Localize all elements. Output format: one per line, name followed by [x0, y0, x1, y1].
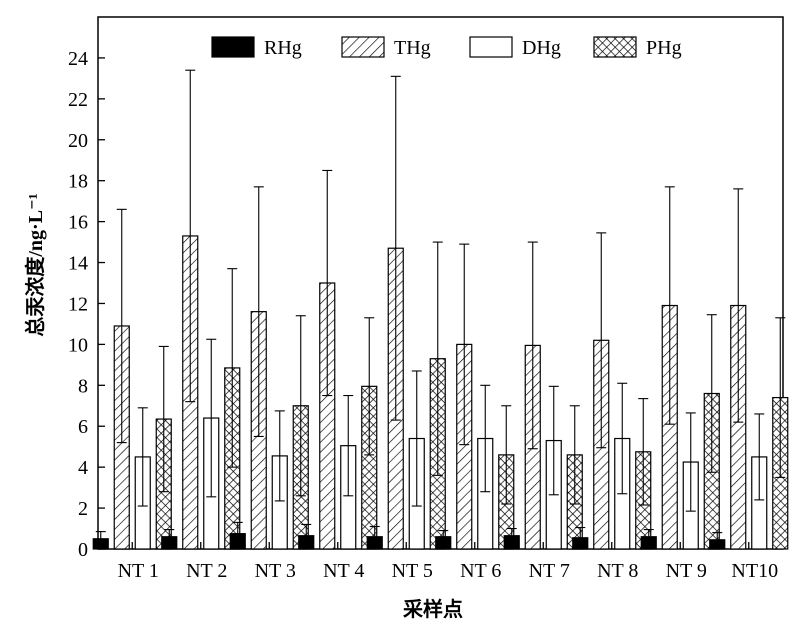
x-tick-label: NT 2 — [186, 560, 227, 582]
y-tick-label: 20 — [68, 130, 88, 152]
y-axis-title: 总汞浓度/ng·L⁻¹ — [23, 193, 47, 336]
x-tick-label: NT 4 — [323, 560, 364, 582]
y-tick-label: 2 — [78, 498, 88, 520]
bar-series-group — [92, 69, 789, 550]
legend-label-thg: THg — [394, 37, 431, 59]
y-tick-label: 6 — [78, 416, 88, 438]
x-tick-label: NT 9 — [666, 560, 707, 582]
y-tick-label: 8 — [78, 375, 88, 397]
y-tick-label: 22 — [68, 89, 88, 111]
x-tick-label: NT 1 — [118, 560, 159, 582]
legend-label-dhg: DHg — [522, 37, 561, 59]
x-tick-label: NT 3 — [255, 560, 296, 582]
legend-swatch-rhg — [211, 36, 255, 58]
x-tick-label: NT 6 — [460, 560, 501, 582]
x-axis: NT 1 NT 2 NT 3 NT 4 NT 5 NT 6 NT 7 NT 8 NT 9 NT10 — [118, 542, 778, 582]
y-tick-label: 4 — [78, 457, 88, 479]
y-tick-label: 0 — [78, 539, 88, 561]
y-tick-label: 14 — [68, 253, 88, 275]
legend-swatch-thg — [341, 36, 385, 58]
legend-label-rhg: RHg — [264, 37, 302, 59]
legend-swatch-phg — [593, 36, 637, 58]
x-axis-title: 采样点 — [403, 597, 463, 621]
y-tick-label: 18 — [68, 171, 88, 193]
y-tick-label: 16 — [68, 212, 88, 234]
y-tick-label: 10 — [68, 334, 88, 356]
y-tick-label: 24 — [68, 48, 88, 70]
x-tick-label: NT 5 — [392, 560, 433, 582]
x-tick-label: NT 7 — [529, 560, 570, 582]
legend-swatch-dhg — [469, 36, 513, 58]
x-tick-label: NT10 — [731, 560, 778, 582]
x-tick-label: NT 8 — [597, 560, 638, 582]
legend-label-phg: PHg — [646, 37, 682, 59]
legend: RHg THg DHg PHg — [211, 36, 682, 59]
y-tick-label: 12 — [68, 293, 88, 315]
